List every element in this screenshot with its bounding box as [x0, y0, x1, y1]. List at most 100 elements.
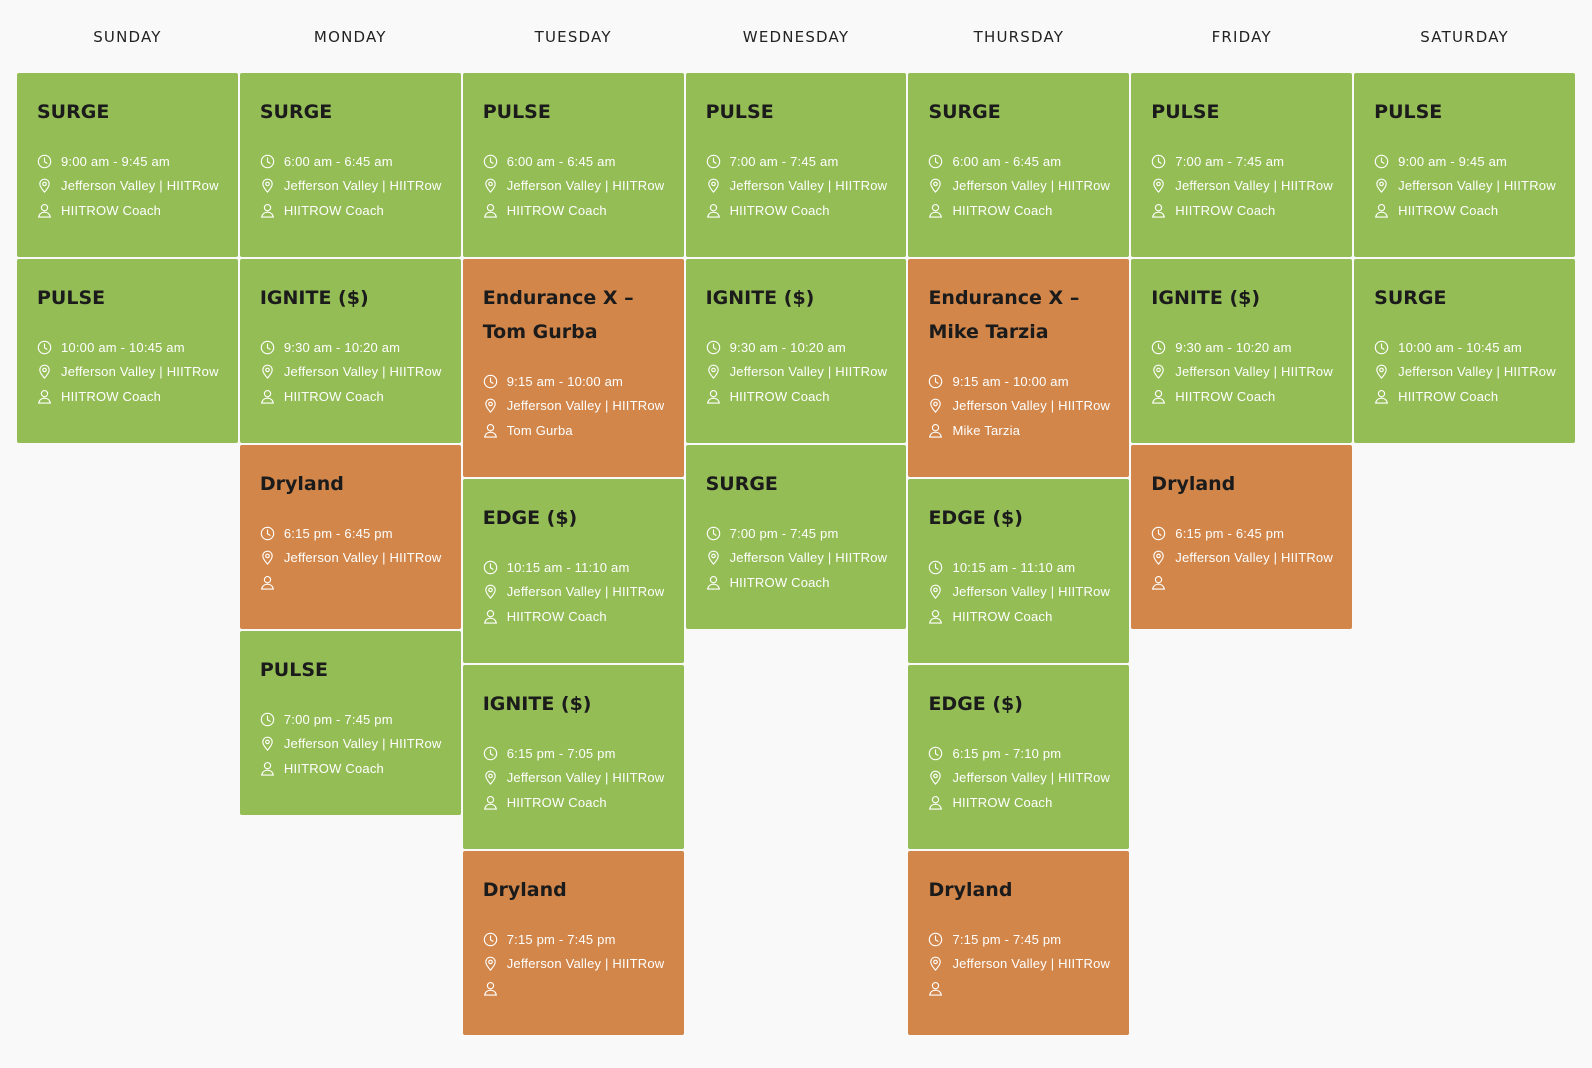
- class-coach: Mike Tarzia: [952, 422, 1021, 438]
- map-pin-icon: [483, 178, 507, 194]
- class-card[interactable]: PULSE 6:00 am - 6:45 am Jefferson Valley |…: [462, 73, 684, 257]
- class-time: 10:15 am - 11:10 am: [952, 559, 1076, 575]
- class-card[interactable]: SURGE 6:00 am - 6:45 am Jefferson Valley |…: [239, 73, 461, 257]
- class-coach-row: Mike Tarzia: [928, 418, 1109, 443]
- class-location: Jefferson Valley | HIITRow: [506, 956, 665, 972]
- class-time: 7:00 pm - 7:45 pm: [283, 711, 393, 727]
- class-card[interactable]: Endurance X – Mike Tarzia 9:15 am - 10:00…: [908, 259, 1130, 477]
- class-time-row: 7:00 pm - 7:45 pm: [260, 707, 441, 732]
- class-card[interactable]: IGNITE ($) 9:30 am - 10:20 am Jefferson Va…: [239, 259, 461, 443]
- class-coach: HIITROW Coach: [506, 202, 607, 218]
- class-location-row: Jefferson Valley | HIITRow: [260, 174, 441, 199]
- class-title: SURGE: [259, 101, 333, 123]
- class-card[interactable]: Dryland 7:15 pm - 7:45 pm Jefferson Valley…: [908, 851, 1130, 1035]
- class-time-row: 10:15 am - 11:10 am: [928, 555, 1109, 580]
- class-coach-row: HIITROW Coach: [260, 198, 441, 223]
- class-coach: HIITROW Coach: [952, 794, 1053, 810]
- class-card[interactable]: IGNITE ($) 6:15 pm - 7:05 pm Jefferson Val…: [462, 665, 684, 849]
- map-pin-icon: [37, 364, 61, 380]
- class-time-row: 9:00 am - 9:45 am: [37, 149, 218, 174]
- class-title: PULSE: [1151, 101, 1220, 123]
- class-card[interactable]: Dryland 6:15 pm - 6:45 pm Jefferson Valley…: [239, 445, 461, 629]
- class-title: Dryland: [1151, 473, 1236, 495]
- class-card[interactable]: PULSE 9:00 am - 9:45 am Jefferson Valley |…: [1354, 73, 1576, 257]
- class-coach-row: HIITROW Coach: [483, 198, 664, 223]
- clock-icon: [260, 340, 284, 355]
- user-icon: [706, 389, 730, 404]
- class-coach: HIITROW Coach: [283, 202, 384, 218]
- class-title: SURGE: [37, 101, 110, 123]
- clock-icon: [928, 560, 952, 575]
- user-icon: [1374, 389, 1398, 404]
- class-card[interactable]: SURGE 7:00 pm - 7:45 pm Jefferson Valley |…: [685, 445, 907, 629]
- class-location-row: Jefferson Valley | HIITRow: [260, 360, 441, 385]
- class-title: Dryland: [259, 473, 344, 495]
- clock-icon: [1151, 526, 1175, 541]
- class-time-row: 6:00 am - 6:45 am: [260, 149, 441, 174]
- class-title: PULSE: [1374, 101, 1443, 123]
- user-icon: [483, 981, 507, 996]
- class-location-row: Jefferson Valley | HIITRow: [483, 580, 664, 605]
- class-coach: HIITROW Coach: [952, 202, 1053, 218]
- class-time: 7:00 am - 7:45 am: [729, 153, 839, 169]
- user-icon: [706, 203, 730, 218]
- class-card[interactable]: EDGE ($) 6:15 pm - 7:10 pm Jefferson Valle…: [908, 665, 1130, 849]
- class-card[interactable]: SURGE 6:00 am - 6:45 am Jefferson Valley |…: [908, 73, 1130, 257]
- class-time-row: 6:15 pm - 6:45 pm: [260, 521, 441, 546]
- class-location: Jefferson Valley | HIITRow: [952, 956, 1111, 972]
- class-card[interactable]: IGNITE ($) 9:30 am - 10:20 am Jefferson Va…: [685, 259, 907, 443]
- clock-icon: [928, 932, 952, 947]
- map-pin-icon: [928, 178, 952, 194]
- class-coach-row: HIITROW Coach: [928, 604, 1109, 629]
- class-coach-row: HIITROW Coach: [706, 384, 887, 409]
- class-location-row: Jefferson Valley | HIITRow: [37, 360, 218, 385]
- class-coach-row: HIITROW Coach: [260, 384, 441, 409]
- class-location-row: Jefferson Valley | HIITRow: [1151, 546, 1333, 571]
- class-coach: HIITROW Coach: [506, 608, 607, 624]
- class-coach-row: [483, 976, 664, 1001]
- class-card[interactable]: PULSE 10:00 am - 10:45 am Jefferson Valley…: [17, 259, 238, 443]
- class-card[interactable]: Dryland 7:15 pm - 7:45 pm Jefferson Valley…: [462, 851, 684, 1035]
- class-location: Jefferson Valley | HIITRow: [506, 584, 665, 600]
- class-card[interactable]: SURGE 10:00 am - 10:45 am Jefferson Valley…: [1354, 259, 1576, 443]
- class-time-row: 6:15 pm - 7:10 pm: [928, 741, 1109, 766]
- class-title: Dryland: [482, 879, 567, 901]
- class-card[interactable]: IGNITE ($) 9:30 am - 10:20 am Jefferson Va…: [1131, 259, 1353, 443]
- map-pin-icon: [706, 550, 730, 566]
- class-title: PULSE: [37, 287, 106, 309]
- user-icon: [483, 423, 507, 438]
- class-card[interactable]: PULSE 7:00 am - 7:45 am Jefferson Valley |…: [1131, 73, 1353, 257]
- class-card[interactable]: PULSE 7:00 am - 7:45 am Jefferson Valley |…: [685, 73, 907, 257]
- class-card[interactable]: EDGE ($) 10:15 am - 11:10 am Jefferson Val…: [908, 479, 1130, 663]
- class-card[interactable]: PULSE 7:00 pm - 7:45 pm Jefferson Valley |…: [239, 631, 461, 815]
- clock-icon: [1151, 340, 1175, 355]
- class-coach: HIITROW Coach: [1175, 202, 1276, 218]
- clock-icon: [928, 154, 952, 169]
- user-icon: [483, 795, 507, 810]
- class-title: EDGE ($): [928, 507, 1023, 529]
- class-time-row: 7:00 am - 7:45 am: [706, 149, 887, 174]
- clock-icon: [706, 526, 730, 541]
- map-pin-icon: [928, 956, 952, 972]
- class-card[interactable]: Dryland 6:15 pm - 6:45 pm Jefferson Valley…: [1131, 445, 1353, 629]
- class-location-row: Jefferson Valley | HIITRow: [706, 174, 887, 199]
- day-header-thursday: THURSDAY: [973, 28, 1065, 46]
- map-pin-icon: [706, 364, 730, 380]
- user-icon: [37, 389, 61, 404]
- class-location-row: Jefferson Valley | HIITRow: [1151, 174, 1333, 199]
- class-time: 6:00 am - 6:45 am: [952, 153, 1062, 169]
- clock-icon: [706, 154, 730, 169]
- class-coach-row: HIITROW Coach: [37, 198, 218, 223]
- class-card[interactable]: SURGE 9:00 am - 9:45 am Jefferson Valley |…: [17, 73, 238, 257]
- user-icon: [1151, 575, 1175, 590]
- class-location-row: Jefferson Valley | HIITRow: [1374, 174, 1556, 199]
- map-pin-icon: [1374, 364, 1398, 380]
- class-title: SURGE: [928, 101, 1001, 123]
- class-location: Jefferson Valley | HIITRow: [506, 770, 665, 786]
- class-time: 6:15 pm - 6:45 pm: [1175, 525, 1285, 541]
- class-card[interactable]: EDGE ($) 10:15 am - 11:10 am Jefferson Val…: [462, 479, 684, 663]
- day-header-tuesday: TUESDAY: [534, 28, 612, 46]
- class-location-row: Jefferson Valley | HIITRow: [1374, 360, 1556, 385]
- class-card[interactable]: Endurance X – Tom Gurba 9:15 am - 10:00 a…: [462, 259, 684, 477]
- class-time: 10:00 am - 10:45 am: [1398, 339, 1522, 355]
